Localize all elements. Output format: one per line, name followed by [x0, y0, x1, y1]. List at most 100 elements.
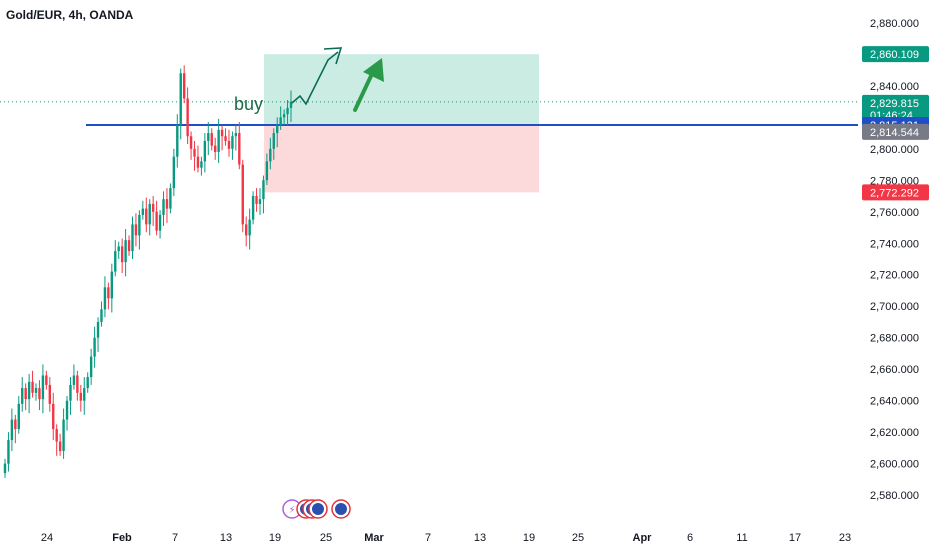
profit-zone[interactable] [264, 54, 539, 125]
candle-body [38, 388, 41, 400]
candle-body [83, 388, 86, 401]
arrows [291, 47, 384, 112]
candle-body [7, 440, 10, 464]
candle-body [162, 199, 165, 215]
candle-body [24, 388, 27, 400]
candle-body [251, 196, 255, 220]
y-tick-label: 2,800.000 [870, 144, 919, 156]
x-tick-label: 19 [269, 532, 281, 544]
candle-body [172, 156, 176, 189]
candle-body [34, 388, 38, 393]
price-tag-label: 2,860.109 [870, 49, 919, 61]
x-tick-label: 13 [220, 532, 232, 544]
projection-path [291, 51, 339, 106]
candle-body [79, 392, 83, 401]
y-tick-label: 2,600.000 [870, 459, 919, 471]
candle-body [169, 188, 172, 209]
candle-body [279, 117, 282, 126]
x-tick-label: 25 [572, 532, 584, 544]
candle-body [89, 356, 93, 378]
y-tick-label: 2,720.000 [870, 270, 919, 282]
candle-body [65, 400, 69, 420]
candle-body [100, 309, 103, 322]
y-tick-label: 2,700.000 [870, 301, 919, 313]
price-tag [862, 94, 929, 122]
y-tick-label: 2,740.000 [870, 238, 919, 250]
candle-body [41, 375, 45, 400]
candle-body [93, 337, 96, 357]
y-tick-label: 2,640.000 [870, 396, 919, 408]
candle-body [3, 463, 7, 474]
x-tick-label: 19 [523, 532, 535, 544]
candle-body [86, 377, 89, 389]
y-tick-label: 2,580.000 [870, 490, 919, 502]
bullish-arrow-head [363, 58, 384, 82]
x-tick-label: 11 [736, 532, 747, 544]
x-tick-label: 17 [789, 532, 801, 544]
x-tick-label: Apr [633, 532, 653, 544]
candle-body [258, 199, 262, 204]
y-tick-label: 2,840.000 [870, 81, 919, 93]
candle-body [14, 419, 17, 430]
y-tick-label: 2,620.000 [870, 427, 919, 439]
y-tick-label: 2,760.000 [870, 207, 919, 219]
candle-body [127, 240, 131, 252]
candle-body [272, 133, 275, 149]
price-tags: 2,860.1092,829.81501:46:242,815.1312,814… [862, 46, 929, 201]
candle-body [182, 73, 186, 99]
candle-body [124, 240, 127, 263]
candle-body [96, 321, 100, 338]
y-tick-label: 2,780.000 [870, 175, 919, 187]
x-tick-label: 7 [172, 532, 178, 544]
price-tag [862, 46, 929, 63]
time-axis: 24 Feb 7 13 19 25 Mar 7 13 19 25 Apr 6 11 17 23 [41, 532, 851, 544]
candle-body [62, 419, 65, 452]
candle-body [186, 98, 189, 137]
y-tick-label: 2,680.000 [870, 333, 919, 345]
event-icons: ⚡ [282, 499, 351, 519]
candle-body [27, 381, 31, 400]
candle-body [286, 107, 289, 115]
candle-body [231, 136, 234, 149]
price-tag [862, 184, 929, 201]
candle-body [248, 219, 251, 236]
candle-body [138, 214, 141, 236]
candle-body [269, 148, 272, 162]
candle-body [213, 145, 217, 152]
candle-body [282, 114, 286, 118]
x-tick-label: Mar [364, 532, 384, 544]
candle-body [120, 246, 124, 263]
candle-body [117, 246, 120, 252]
candle-body [21, 388, 24, 404]
candle-body [179, 73, 182, 126]
x-tick-label: Feb [112, 532, 132, 544]
flag-event-icon-inner [335, 503, 347, 515]
candle-body [114, 251, 117, 272]
candle-body [227, 140, 231, 149]
candle-body [52, 403, 55, 430]
candles [3, 65, 293, 478]
candle-body [55, 429, 58, 442]
candle-body [141, 208, 145, 215]
lightning-icon: ⚡ [288, 505, 295, 516]
projection-arrowhead [323, 47, 343, 65]
candle-body [158, 214, 162, 231]
y-tick-label: 2,660.000 [870, 364, 919, 376]
candle-body [45, 375, 48, 385]
x-tick-label: 6 [687, 532, 693, 544]
candle-body [224, 136, 227, 141]
candle-body [276, 125, 279, 134]
candle-body [234, 133, 238, 137]
x-tick-label: 25 [320, 532, 332, 544]
candle-body [48, 384, 51, 404]
bullish-arrow-shaft [353, 74, 373, 112]
loss-zone[interactable] [264, 124, 539, 193]
candle-body [110, 271, 114, 299]
price-tag [862, 123, 929, 140]
x-tick-label: 7 [425, 532, 431, 544]
price-tag-label: 2,814.544 [870, 127, 919, 139]
x-tick-label: 13 [474, 532, 486, 544]
candle-body [203, 140, 207, 162]
candle-body [245, 224, 248, 236]
